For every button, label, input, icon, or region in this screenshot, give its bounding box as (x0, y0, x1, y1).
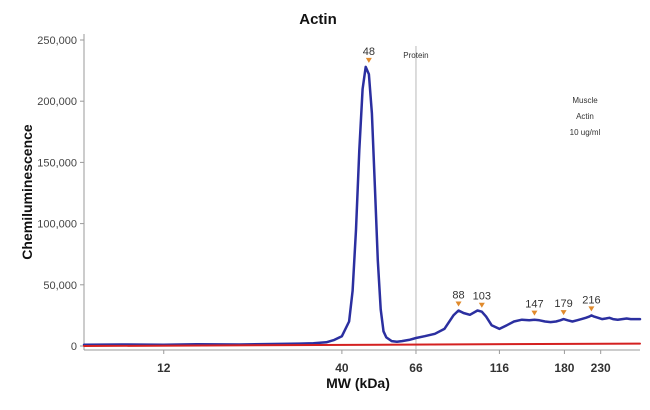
x-tick-label: 116 (490, 361, 510, 375)
peak-labels: 48 88 103 147 179 216 (363, 46, 601, 316)
annotation-line-2: Actin (576, 112, 594, 121)
series-line-1 (82, 65, 642, 347)
chart-title: Actin (299, 11, 337, 28)
x-tick-label: 66 (409, 361, 423, 375)
y-tick-label: 200,000 (37, 96, 77, 108)
x-axis-label: MW (kDa) (326, 375, 390, 391)
peak-marker (531, 310, 538, 316)
peak-marker (478, 302, 485, 308)
series-line-2 (83, 342, 641, 347)
peak-label: 216 (582, 294, 600, 306)
y-tick-label: 0 (71, 341, 77, 353)
peak-label: 147 (525, 299, 543, 311)
x-tick-label: 230 (591, 361, 611, 375)
y-ticks: 0 50,000 100,000 150,000 200,000 250,000 (37, 35, 84, 353)
peak-marker (560, 310, 567, 316)
peak-marker (455, 301, 462, 307)
y-tick-label: 50,000 (43, 280, 77, 292)
y-tick-label: 150,000 (37, 157, 77, 169)
annotation-line-3: 10 ug/ml (570, 128, 601, 137)
peak-label: 179 (554, 298, 572, 310)
y-tick-label: 250,000 (37, 35, 77, 47)
x-tick-label: 180 (554, 361, 574, 375)
y-tick-label: 100,000 (37, 219, 77, 231)
peak-label: 88 (452, 290, 464, 302)
peak-marker (588, 306, 595, 312)
x-tick-label: 40 (335, 361, 349, 375)
y-axis-label: Chemiluminescence (19, 124, 35, 260)
x-tick-label: 12 (157, 361, 171, 375)
x-ticks: 12 40 66 116 180 230 (157, 350, 611, 375)
protein-marker-label: Protein (403, 51, 428, 60)
peak-label: 103 (473, 291, 491, 303)
protein-marker: Protein (403, 46, 429, 350)
peak-label: 48 (363, 46, 375, 58)
peak-marker (365, 57, 372, 63)
sample-annotation: Muscle Actin 10 ug/ml (570, 96, 601, 137)
series-group (82, 65, 642, 347)
annotation-line-1: Muscle (572, 96, 598, 105)
